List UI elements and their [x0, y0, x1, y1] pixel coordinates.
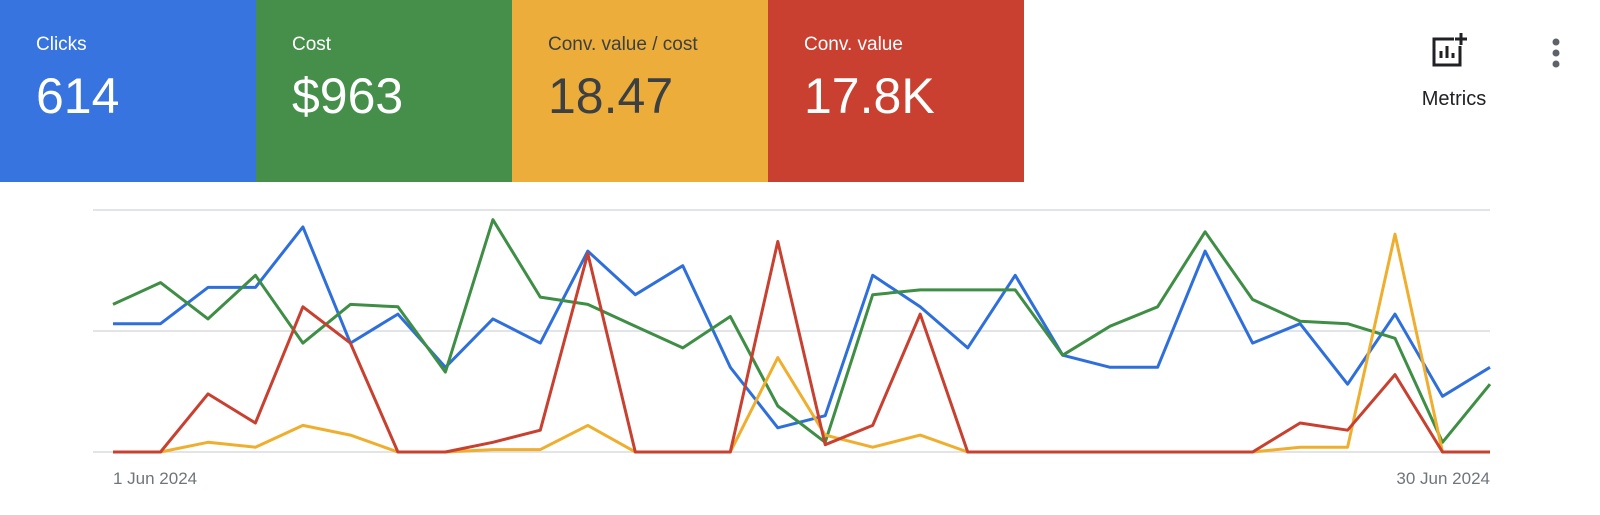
series-line-cost [112, 218, 1492, 444]
more-vert-icon[interactable] [1548, 38, 1564, 70]
card-value: 17.8K [804, 68, 935, 124]
card-label: Clicks [36, 34, 87, 55]
x-tick-label-start: 1 Jun 2024 [113, 469, 197, 488]
card-label: Cost [292, 34, 332, 55]
metrics-label: Metrics [1421, 88, 1487, 110]
card-conv-value-cost[interactable]: Conv. value / cost 18.47 [512, 0, 768, 182]
metric-cards: Clicks 614 Cost $963 Conv. value / cost … [0, 0, 1024, 182]
card-value: 614 [36, 68, 120, 124]
card-clicks[interactable]: Clicks 614 [0, 0, 256, 182]
card-conv-value[interactable]: Conv. value 17.8K [768, 0, 1024, 182]
card-label: Conv. value [804, 34, 903, 55]
add-chart-icon [1432, 32, 1468, 67]
x-tick-label-end: 30 Jun 2024 [1396, 469, 1490, 488]
card-cost[interactable]: Cost $963 [256, 0, 512, 182]
card-label: Conv. value / cost [548, 34, 698, 55]
chart-series [112, 218, 1492, 454]
line-chart: 1 Jun 2024 30 Jun 2024 [93, 209, 1492, 488]
series-line-conv-value-cost [113, 232, 1490, 454]
card-value: 18.47 [548, 68, 674, 124]
series-line-conv-value [113, 240, 1490, 454]
series-line-clicks [113, 225, 1491, 430]
card-value: $963 [292, 68, 404, 124]
